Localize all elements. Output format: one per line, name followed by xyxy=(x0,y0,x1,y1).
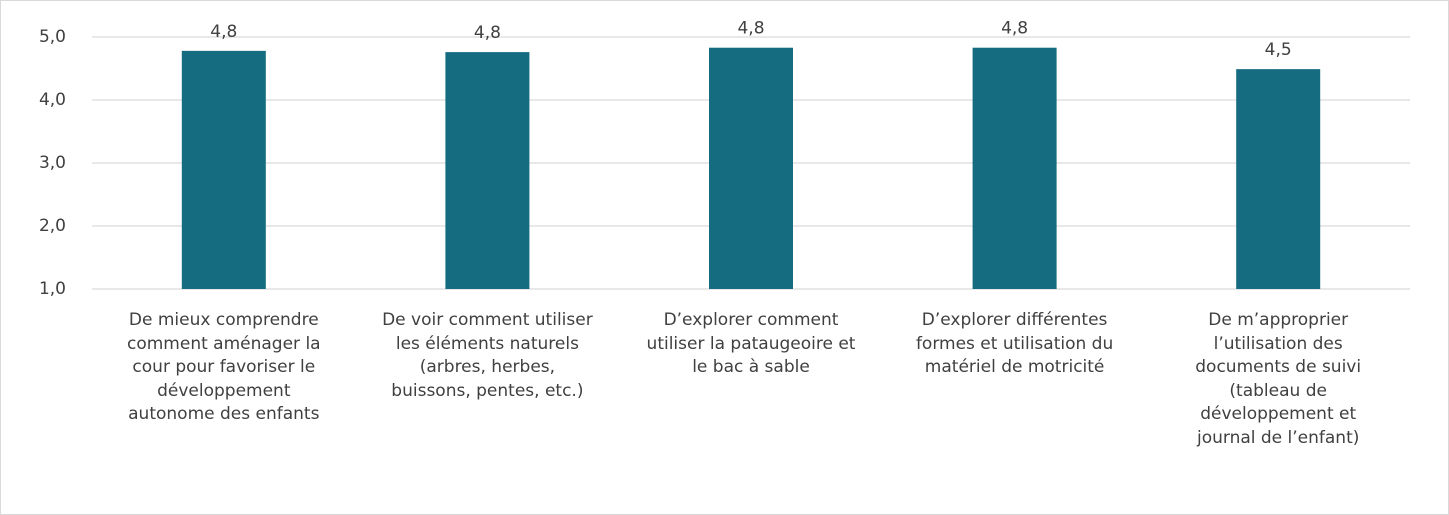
x-tick-label: D’explorer comment utiliser la pataugeoi… xyxy=(646,310,856,377)
y-tick-label: 1,0 xyxy=(39,279,66,299)
bar xyxy=(1236,69,1321,289)
data-label: 4,5 xyxy=(1265,40,1292,60)
y-tick-label: 3,0 xyxy=(39,153,66,173)
x-tick-label: D’explorer différentes formes et utilisa… xyxy=(915,310,1114,377)
x-tick-label: De m’approprier l’utilisation des docume… xyxy=(1195,310,1362,448)
y-tick-label: 5,0 xyxy=(39,27,66,47)
data-label: 4,8 xyxy=(474,23,501,43)
data-label: 4,8 xyxy=(1001,19,1028,39)
x-tick-label: De mieux comprendre comment aménager la … xyxy=(127,310,321,424)
y-tick-label: 4,0 xyxy=(39,90,66,110)
y-tick-label: 2,0 xyxy=(39,216,66,236)
data-label: 4,8 xyxy=(737,19,764,39)
bar xyxy=(709,47,793,290)
data-label: 4,8 xyxy=(210,22,237,42)
bar xyxy=(972,47,1057,290)
bar xyxy=(181,50,266,289)
x-tick-label: De voir comment utiliser les éléments na… xyxy=(382,310,593,401)
bar xyxy=(445,52,530,290)
